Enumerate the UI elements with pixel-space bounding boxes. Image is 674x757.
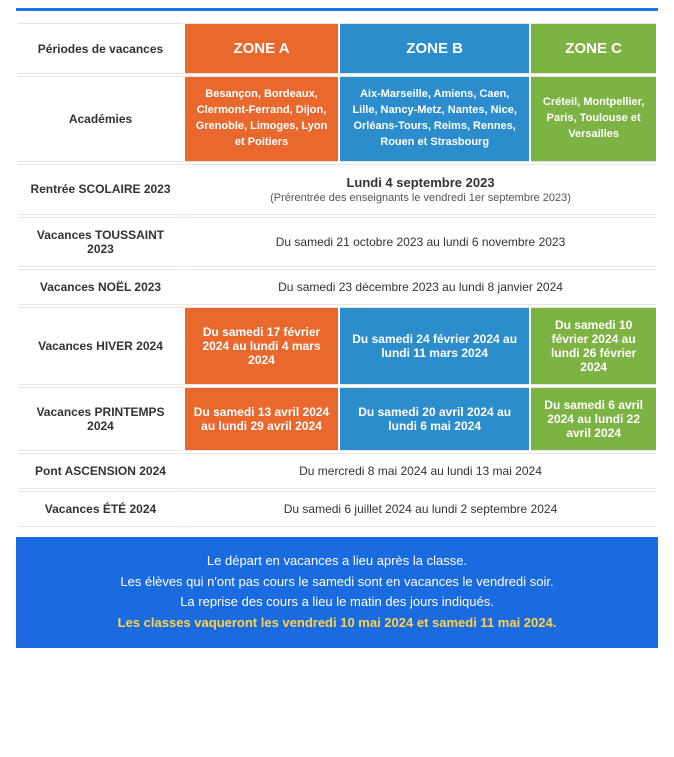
table-row: Vacances ÉTÉ 2024 Du samedi 6 juillet 20… <box>18 491 656 527</box>
footer-line-4: Les classes vaqueront les vendredi 10 ma… <box>34 613 640 634</box>
table-row: Pont ASCENSION 2024 Du mercredi 8 mai 20… <box>18 453 656 489</box>
table-row: Vacances HIVER 2024 Du samedi 17 février… <box>18 307 656 385</box>
zone-a-header: ZONE A <box>185 23 338 74</box>
table-row: Vacances TOUSSAINT 2023 Du samedi 21 oct… <box>18 217 656 267</box>
academies-zone-c: Créteil, Montpellier, Paris, Toulouse et… <box>531 76 656 162</box>
rentree-main: Lundi 4 septembre 2023 <box>193 175 648 190</box>
footer-line-3: La reprise des cours a lieu le matin des… <box>34 592 640 613</box>
table-row: Vacances PRINTEMPS 2024 Du samedi 13 avr… <box>18 387 656 451</box>
ete-value: Du samedi 6 juillet 2024 au lundi 2 sept… <box>185 491 656 527</box>
academies-zone-b: Aix-Marseille, Amiens, Caen, Lille, Nanc… <box>340 76 529 162</box>
hiver-zone-c: Du samedi 10 février 2024 au lundi 26 fé… <box>531 307 656 385</box>
footer-line-2: Les élèves qui n'ont pas cours le samedi… <box>34 572 640 593</box>
table-row: Rentrée SCOLAIRE 2023 Lundi 4 septembre … <box>18 164 656 215</box>
noel-value: Du samedi 23 décembre 2023 au lundi 8 ja… <box>185 269 656 305</box>
printemps-label: Vacances PRINTEMPS 2024 <box>18 387 183 451</box>
academies-zone-a: Besançon, Bordeaux, Clermont-Ferrand, Di… <box>185 76 338 162</box>
calendar-table: Périodes de vacances ZONE A ZONE B ZONE … <box>16 21 658 529</box>
periods-header: Périodes de vacances <box>18 23 183 74</box>
zone-b-header: ZONE B <box>340 23 529 74</box>
hiver-zone-b: Du samedi 24 février 2024 au lundi 11 ma… <box>340 307 529 385</box>
toussaint-label: Vacances TOUSSAINT 2023 <box>18 217 183 267</box>
printemps-zone-b: Du samedi 20 avril 2024 au lundi 6 mai 2… <box>340 387 529 451</box>
hiver-label: Vacances HIVER 2024 <box>18 307 183 385</box>
academies-label: Académies <box>18 76 183 162</box>
rentree-sub: (Prérentrée des enseignants le vendredi … <box>193 192 648 204</box>
noel-label: Vacances NOËL 2023 <box>18 269 183 305</box>
ete-label: Vacances ÉTÉ 2024 <box>18 491 183 527</box>
ascension-label: Pont ASCENSION 2024 <box>18 453 183 489</box>
footer-line-1: Le départ en vacances a lieu après la cl… <box>34 551 640 572</box>
toussaint-value: Du samedi 21 octobre 2023 au lundi 6 nov… <box>185 217 656 267</box>
zone-c-header: ZONE C <box>531 23 656 74</box>
table-row: Vacances NOËL 2023 Du samedi 23 décembre… <box>18 269 656 305</box>
printemps-zone-a: Du samedi 13 avril 2024 au lundi 29 avri… <box>185 387 338 451</box>
top-accent-line <box>16 8 658 11</box>
table-row: Périodes de vacances ZONE A ZONE B ZONE … <box>18 23 656 74</box>
printemps-zone-c: Du samedi 6 avril 2024 au lundi 22 avril… <box>531 387 656 451</box>
footer-note: Le départ en vacances a lieu après la cl… <box>16 537 658 648</box>
hiver-zone-a: Du samedi 17 février 2024 au lundi 4 mar… <box>185 307 338 385</box>
rentree-value: Lundi 4 septembre 2023 (Prérentrée des e… <box>185 164 656 215</box>
ascension-value: Du mercredi 8 mai 2024 au lundi 13 mai 2… <box>185 453 656 489</box>
rentree-label: Rentrée SCOLAIRE 2023 <box>18 164 183 215</box>
table-row: Académies Besançon, Bordeaux, Clermont-F… <box>18 76 656 162</box>
